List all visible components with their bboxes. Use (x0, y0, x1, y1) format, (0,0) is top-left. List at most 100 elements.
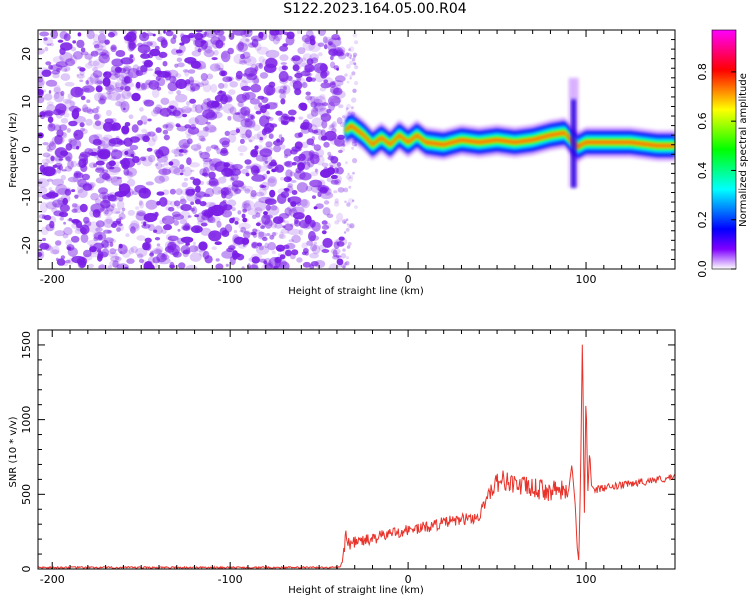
noise-blob (93, 33, 100, 43)
noise-blob (336, 67, 339, 71)
noise-blob (84, 220, 92, 227)
noise-blob (185, 79, 191, 85)
noise-blob (147, 131, 156, 137)
noise-blob (80, 233, 89, 243)
noise-blob (51, 207, 58, 213)
noise-blob (345, 107, 349, 110)
noise-blob (244, 188, 251, 194)
noise-blob (77, 32, 82, 38)
noise-blob (336, 258, 344, 266)
x-tick-label: 100 (576, 573, 597, 586)
noise-blob (152, 247, 163, 255)
noise-blob (289, 79, 299, 88)
noise-blob (59, 202, 64, 207)
noise-blob (232, 30, 247, 36)
noise-blob (351, 146, 354, 150)
noise-blob (352, 88, 357, 94)
noise-blob (328, 95, 341, 107)
noise-blob (345, 52, 350, 56)
colorbar-gradient (712, 30, 736, 269)
noise-blob (118, 196, 124, 202)
noise-blob (50, 123, 62, 132)
noise-blob (351, 57, 356, 62)
colorbar-tick-label: 0.8 (696, 63, 709, 81)
noise-blob (90, 50, 99, 57)
noise-blob (349, 74, 353, 78)
noise-blob (241, 266, 245, 269)
noise-blob (166, 105, 177, 114)
noise-blob (352, 52, 358, 57)
noise-blob (236, 42, 249, 53)
noise-blob (60, 90, 65, 96)
noise-blob (189, 79, 194, 83)
noise-blob (286, 185, 294, 194)
noise-blob (242, 200, 255, 211)
noise-blob (272, 140, 283, 146)
noise-blob (149, 41, 157, 48)
noise-blob (110, 255, 122, 262)
noise-blob (86, 99, 91, 103)
noise-blob (197, 220, 203, 225)
noise-blob (216, 102, 223, 109)
noise-blob (336, 252, 340, 258)
noise-blob (167, 244, 181, 256)
noise-blob (341, 115, 346, 119)
noise-blob (279, 254, 286, 260)
noise-blob (195, 30, 203, 33)
noise-blob (66, 187, 71, 192)
noise-blob (222, 204, 233, 211)
noise-blob (109, 248, 117, 255)
noise-blob (332, 254, 340, 260)
noise-blob (296, 159, 307, 167)
noise-blob (158, 51, 168, 59)
noise-blob (194, 199, 201, 205)
noise-blob (342, 265, 346, 269)
noise-blob (218, 43, 226, 48)
noise-blob (85, 62, 93, 69)
noise-blob (322, 207, 331, 216)
noise-blob (162, 189, 170, 195)
noise-blob (59, 217, 64, 221)
noise-blob (292, 62, 302, 70)
noise-blob (287, 109, 297, 116)
noise-blob (141, 155, 153, 167)
noise-blob (260, 105, 267, 114)
noise-blob (92, 121, 106, 130)
noise-blob (283, 115, 290, 120)
noise-blob (153, 249, 162, 255)
noise-blob (237, 101, 244, 108)
noise-blob (222, 76, 233, 83)
noise-blob (278, 253, 282, 256)
noise-blob (249, 231, 257, 236)
noise-blob (273, 231, 278, 236)
noise-blob (47, 122, 56, 132)
noise-blob (256, 46, 269, 55)
noise-blob (125, 233, 130, 238)
noise-blob (274, 85, 288, 94)
noise-blob (243, 231, 251, 239)
noise-blob (354, 65, 359, 70)
noise-blob (120, 57, 134, 65)
noise-blob (199, 201, 207, 207)
noise-blob (164, 161, 170, 166)
noise-blob (110, 149, 123, 160)
noise-blob (285, 242, 296, 250)
noise-blob (144, 237, 152, 243)
noise-blob (210, 83, 218, 93)
noise-blob (107, 193, 114, 199)
noise-blob (71, 189, 76, 193)
noise-blob (110, 176, 123, 186)
noise-blob (143, 121, 147, 126)
noise-blob (347, 176, 354, 183)
noise-blob (105, 216, 113, 225)
noise-blob (221, 230, 230, 237)
noise-blob (278, 233, 286, 240)
noise-blob (182, 69, 189, 73)
noise-blob (162, 217, 167, 221)
noise-blob (342, 143, 346, 147)
noise-blob (345, 228, 350, 232)
noise-blob (267, 242, 277, 251)
noise-blob (216, 220, 222, 228)
noise-blob (182, 142, 190, 148)
